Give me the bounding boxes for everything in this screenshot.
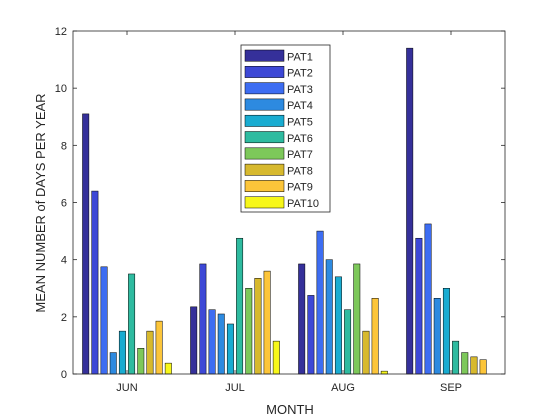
legend-label-pat2: PAT2 (287, 68, 313, 80)
legend-swatch-pat2 (244, 66, 285, 78)
bar-pat7-jun (137, 348, 145, 375)
legend-label-pat6: PAT6 (287, 133, 313, 145)
legend-label-pat8: PAT8 (287, 165, 313, 177)
y-tick-label: 8 (61, 140, 67, 152)
legend-swatch-pat8 (244, 163, 285, 176)
y-tick-label: 12 (55, 26, 67, 38)
y-tick-label: 6 (61, 198, 67, 210)
bar-pat3-jul (208, 309, 216, 375)
legend-swatch-pat7 (244, 147, 285, 160)
bar-pat4-jul (217, 313, 225, 375)
bar-pat9-jun (155, 320, 163, 375)
bar-pat8-aug (362, 330, 370, 375)
bar-pat6-aug (344, 309, 352, 375)
bar-pat1-jun (82, 113, 90, 375)
bar-pat9-aug (371, 298, 379, 375)
legend-swatch-pat3 (244, 82, 285, 95)
x-tick-label-jul: JUL (225, 382, 245, 394)
legend-label-pat7: PAT7 (287, 149, 313, 161)
bar-pat1-jul (190, 306, 198, 375)
x-tick-label-sep: SEP (440, 382, 462, 394)
legend-swatch-pat10 (244, 196, 285, 209)
legend-swatch-pat5 (244, 114, 285, 127)
y-tick-label: 10 (55, 83, 67, 95)
x-tick-label-aug: AUG (331, 382, 355, 394)
bar-pat1-sep (406, 47, 414, 375)
bar-pat7-aug (353, 263, 361, 375)
bar-pat7-sep (461, 352, 469, 375)
legend-label-pat4: PAT4 (287, 100, 313, 112)
legend-label-pat3: PAT3 (287, 84, 313, 96)
bar-pat4-sep (433, 298, 441, 375)
bar-pat5-aug (334, 276, 342, 375)
legend-swatch-pat9 (244, 180, 285, 192)
y-tick-label: 2 (61, 312, 67, 324)
bar-pat6-jul (236, 237, 244, 375)
legend-label-pat1: PAT1 (287, 51, 313, 63)
bar-pat1-aug (298, 263, 306, 375)
y-tick-label: 4 (61, 255, 67, 267)
bar-pat10-jul (272, 340, 280, 375)
legend-label-pat9: PAT9 (287, 182, 313, 194)
x-axis-label: MONTH (266, 402, 314, 417)
bar-pat2-jun (91, 190, 99, 375)
legend-swatch-pat4 (244, 98, 285, 111)
bar-pat10-jun (164, 362, 172, 375)
bar-pat3-sep (424, 223, 432, 375)
y-tick-label: 0 (61, 369, 67, 381)
bar-pat2-aug (307, 295, 315, 375)
legend-label-pat5: PAT5 (287, 117, 313, 129)
y-axis-label: MEAN NUMBER of DAYS PER YEAR (33, 93, 48, 312)
bar-pat5-sep (442, 288, 450, 375)
legend-swatch-pat6 (244, 131, 285, 144)
x-tick-label-jun: JUN (116, 382, 137, 394)
bar-pat2-jul (199, 263, 207, 375)
bar-pat8-sep (470, 356, 478, 375)
bar-pat9-sep (479, 359, 487, 375)
bar-pat3-aug (316, 230, 324, 375)
bar-pat3-jun (100, 266, 108, 375)
bar-pat4-jun (109, 352, 117, 375)
bar-pat7-jul (245, 288, 253, 375)
bar-pat8-jun (146, 330, 154, 375)
bar-pat8-jul (254, 278, 262, 375)
bar-pat6-jun (128, 273, 136, 375)
bar-pat2-sep (415, 237, 423, 375)
bar-pat6-sep (452, 340, 460, 375)
bar-pat9-jul (263, 270, 271, 375)
bar-pat5-jul (226, 323, 234, 375)
bar-pat5-jun (118, 330, 126, 375)
legend-swatch-pat1 (244, 49, 285, 62)
bar-pat10-aug (380, 370, 388, 375)
legend-label-pat10: PAT10 (287, 198, 319, 210)
bar-pat4-aug (325, 259, 333, 375)
